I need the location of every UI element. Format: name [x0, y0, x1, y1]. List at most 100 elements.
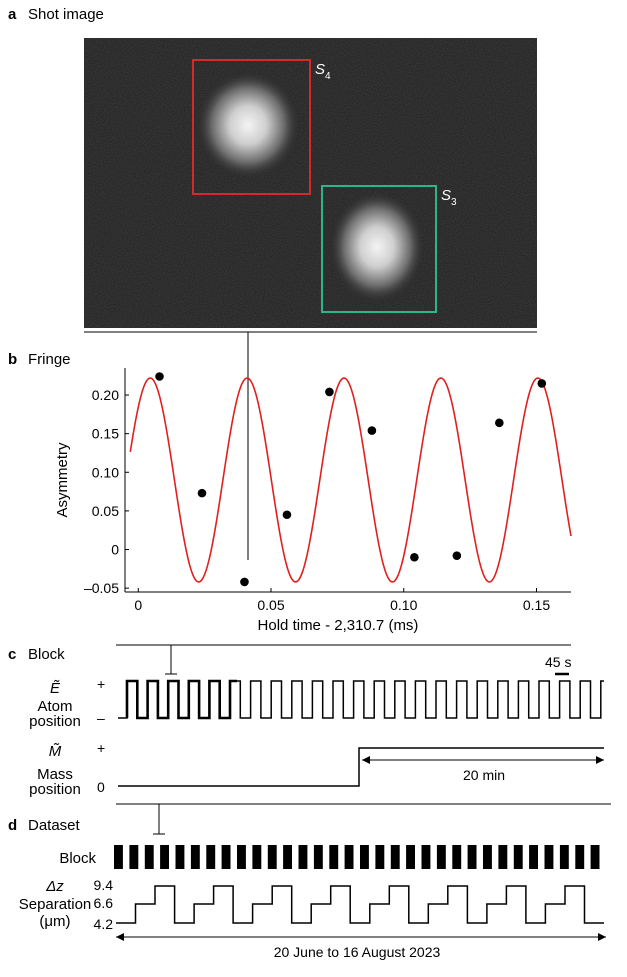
mass-label: Mass — [37, 766, 73, 783]
block-bar — [483, 845, 492, 869]
x-tick-label: 0.15 — [523, 597, 550, 613]
separation-waveform — [116, 885, 604, 924]
data-point — [367, 426, 377, 435]
x-tick-label: 0 — [134, 597, 142, 613]
roi-box-s4 — [192, 59, 311, 195]
panel-c-letter: c — [8, 646, 16, 663]
data-point — [325, 387, 334, 397]
e-plus-label: + — [97, 676, 105, 692]
block-bar — [498, 845, 508, 869]
mass-position-waveform — [118, 747, 604, 787]
block-bar — [406, 845, 415, 869]
block-bar — [529, 845, 538, 869]
fringe-plot: –0.05 0 0.05 0.10 0.15 0.20 0 0.05 0.10 0.15 Hold … — [54, 368, 572, 634]
separation-unit-label: (μm) — [39, 913, 70, 930]
panel-d: d Dataset Block Δz Separation (μm) 9.4 6… — [8, 803, 611, 960]
block-bar — [452, 845, 462, 869]
block-bar — [283, 845, 292, 869]
block-bar — [344, 845, 354, 869]
y-tick-label: 0.05 — [92, 503, 119, 519]
data-point — [495, 418, 504, 428]
date-range-label: 20 June to 16 August 2023 — [274, 944, 441, 960]
mass-position-label: position — [29, 781, 81, 798]
y-tick-label: 0 — [111, 542, 119, 558]
block-bar — [221, 845, 231, 869]
roi-label-s3: S3 — [441, 187, 457, 208]
block-bar — [144, 845, 154, 869]
panel-d-letter: d — [8, 817, 17, 834]
dataset-block-label: Block — [59, 850, 96, 867]
block-bars — [114, 845, 600, 869]
x-tick-label: 0.10 — [390, 597, 417, 613]
data-point — [240, 577, 249, 587]
roi-label-s4: S4 — [315, 61, 331, 82]
y-tick-label: –0.05 — [84, 580, 119, 596]
block-bar — [513, 845, 523, 869]
x-tick-label: 0.05 — [257, 597, 284, 613]
data-point — [452, 551, 462, 560]
panel-c-title: Block — [28, 646, 65, 663]
data-point — [155, 372, 164, 381]
separation-label: Separation — [19, 896, 92, 913]
block-bar — [421, 845, 431, 869]
fit-curve — [129, 377, 572, 583]
panel-b-letter: b — [8, 351, 17, 368]
m-plus-label: + — [97, 740, 105, 756]
atom-position-block-highlight — [125, 679, 237, 720]
m-zero-label: 0 — [97, 779, 105, 795]
block-bar — [160, 845, 169, 869]
x-axis-label: Hold time - 2,310.7 (ms) — [258, 617, 419, 634]
block-bar — [329, 845, 339, 869]
block-bar — [298, 845, 308, 869]
y-axis-label: Asymmetry — [54, 442, 71, 518]
e-minus-label: – — [97, 710, 105, 726]
atom-position-label: position — [29, 713, 81, 730]
panel-b: b Fringe –0.05 0 0.05 0.10 0.15 0.20 0 0.05 0.10… — [8, 351, 572, 634]
sep-tick-6-6: 6.6 — [94, 895, 114, 911]
block-bar — [313, 845, 323, 869]
block-bar — [175, 845, 185, 869]
delta-z-symbol: Δz — [45, 878, 64, 895]
block-bar — [206, 845, 216, 869]
block-bar — [114, 845, 123, 869]
m-symbol: M̃ — [49, 743, 62, 760]
block-bar — [129, 845, 139, 869]
y-tick-label: 0.20 — [92, 387, 119, 403]
atom-label: Atom — [37, 698, 72, 715]
panel-a-letter: a — [8, 6, 17, 23]
block-bar — [436, 845, 446, 869]
block-bar — [252, 845, 262, 869]
data-point — [197, 488, 207, 498]
roi-box-s3 — [321, 185, 437, 313]
block-bar — [390, 845, 400, 869]
time-scale-label: 45 s — [545, 654, 571, 670]
atom-cloud-s3 — [329, 191, 425, 303]
atom-position-waveform — [118, 680, 604, 719]
panel-a: a Shot image S4 S3 — [8, 6, 537, 560]
block-bar — [360, 845, 369, 869]
sep-tick-4-2: 4.2 — [94, 916, 114, 932]
block-bar — [467, 845, 477, 869]
block-bar — [267, 845, 277, 869]
data-point — [282, 510, 292, 520]
data-point — [537, 379, 547, 388]
panel-d-title: Dataset — [28, 817, 81, 834]
atom-cloud-s4 — [196, 71, 300, 179]
block-bar — [559, 845, 569, 869]
panel-c: c Block 45 s Ẽ Atom position + – M̃ Mass… — [8, 644, 604, 798]
e-symbol: Ẽ — [50, 680, 61, 697]
block-bar — [190, 845, 200, 869]
panel-b-title: Fringe — [28, 351, 71, 368]
panel-a-title: Shot image — [28, 6, 104, 23]
block-bar — [544, 845, 554, 869]
y-tick-label: 0.10 — [92, 464, 119, 480]
block-bar — [375, 845, 385, 869]
y-tick-label: 0.15 — [92, 426, 119, 442]
block-bar — [575, 845, 585, 869]
block-bar — [237, 845, 246, 869]
duration-label: 20 min — [463, 767, 505, 783]
block-bar — [590, 845, 600, 869]
sep-tick-9-4: 9.4 — [94, 877, 114, 893]
data-point — [410, 552, 419, 562]
